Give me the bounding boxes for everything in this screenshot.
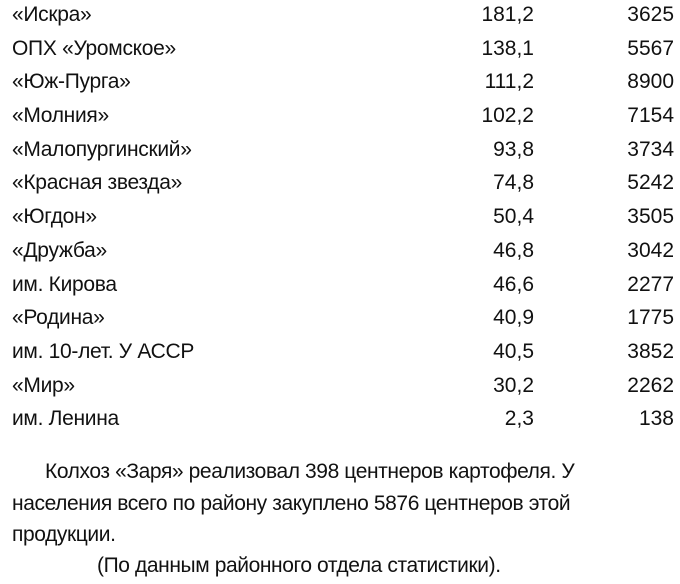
body-paragraph: Колхоз «Заря» реализовал 398 центнеров к… (12, 456, 676, 551)
table-row: «Югдон» 50,4 3505 (12, 202, 674, 236)
row-value-1: 40,9 (493, 306, 534, 330)
row-value-2: 2262 (627, 373, 674, 397)
row-name: «Югдон» (12, 205, 97, 229)
data-table: «Искра» 181,2 3625 ОПХ «Уромское» 138,1 5567 «… (12, 0, 674, 438)
table-row: им. 10-лет. У АССР 40,5 3852 (12, 337, 674, 371)
table-row: «Родина» 40,9 1775 (12, 303, 674, 337)
row-name: им. Кирова (12, 272, 117, 296)
table-row: «Дружба» 46,8 3042 (12, 236, 674, 270)
source-note: (По данным районного отдела статистики). (97, 554, 501, 577)
row-name: им. Ленина (12, 407, 119, 431)
table-row: им. Ленина 2,3 138 (12, 404, 674, 438)
row-name: ОПХ «Уромское» (12, 36, 176, 60)
row-name: им. 10-лет. У АССР (12, 339, 195, 363)
row-value-1: 2,3 (504, 407, 534, 431)
row-name: «Молния» (12, 104, 109, 128)
row-value-2: 5242 (627, 171, 674, 195)
row-value-1: 74,8 (493, 171, 534, 195)
row-value-1: 111,2 (484, 70, 534, 94)
table-row: «Мир» 30,2 2262 (12, 371, 674, 405)
row-name: «Мир» (12, 373, 75, 397)
row-value-1: 181,2 (481, 3, 534, 26)
row-value-2: 138 (638, 407, 674, 431)
row-value-2: 3734 (627, 137, 674, 161)
row-value-2: 3625 (627, 3, 674, 26)
row-value-2: 5567 (627, 36, 674, 60)
row-value-1: 138,1 (481, 36, 534, 60)
row-name: «Родина» (12, 306, 105, 330)
row-value-1: 50,4 (493, 205, 534, 229)
row-value-2: 2277 (627, 272, 674, 296)
row-value-1: 30,2 (493, 373, 534, 397)
row-value-2: 8900 (627, 70, 674, 94)
row-value-2: 1775 (627, 306, 674, 330)
row-value-2: 7154 (627, 104, 674, 128)
table-row: «Юж-Пурга» 111,2 8900 (12, 67, 674, 101)
table-row: «Искра» 181,2 3625 (12, 0, 674, 34)
paragraph-text: Колхоз «Заря» реализовал 398 центнеров к… (12, 460, 575, 546)
row-name: «Юж-Пурга» (12, 70, 131, 94)
row-value-2: 3042 (627, 238, 674, 262)
row-name: «Малопургинский» (12, 137, 192, 161)
row-value-1: 93,8 (493, 137, 534, 161)
row-name: «Красная звезда» (12, 171, 182, 195)
row-name: «Искра» (12, 3, 92, 26)
row-value-2: 3505 (627, 205, 674, 229)
table-row: «Малопургинский» 93,8 3734 (12, 135, 674, 169)
row-value-1: 40,5 (493, 339, 534, 363)
table-row: им. Кирова 46,6 2277 (12, 270, 674, 304)
table-row: «Молния» 102,2 7154 (12, 101, 674, 135)
row-name: «Дружба» (12, 238, 107, 262)
table-row: ОПХ «Уромское» 138,1 5567 (12, 34, 674, 68)
table-row: «Красная звезда» 74,8 5242 (12, 168, 674, 202)
row-value-1: 46,6 (493, 272, 534, 296)
row-value-1: 102,2 (481, 104, 534, 128)
row-value-2: 3852 (627, 339, 674, 363)
row-value-1: 46,8 (493, 238, 534, 262)
